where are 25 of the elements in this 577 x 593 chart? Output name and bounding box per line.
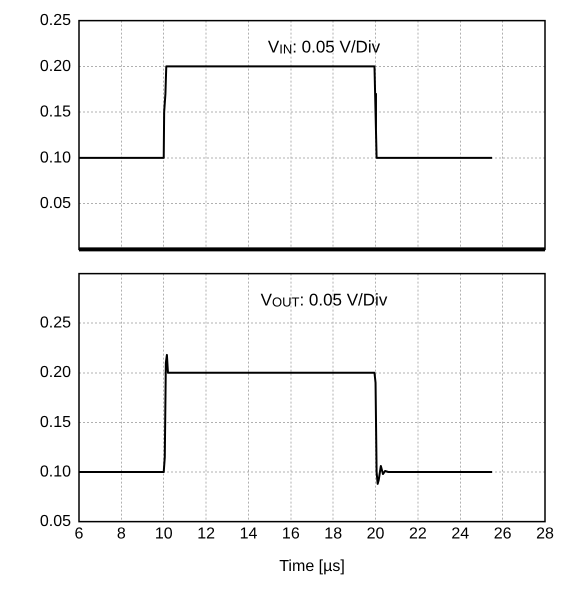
annotation: VOUT: 0.05 V/Div xyxy=(260,290,388,310)
y-tick-label: 0.15 xyxy=(40,104,72,121)
x-tick-label: 12 xyxy=(197,526,216,543)
x-tick-label: 24 xyxy=(451,526,470,543)
y-tick-label: 0.20 xyxy=(40,58,72,75)
x-tick-label: 14 xyxy=(240,526,258,543)
x-tick-label: 26 xyxy=(494,526,512,543)
x-tick-label: 28 xyxy=(536,526,554,543)
annotation: VIN: 0.05 V/Div xyxy=(268,38,381,57)
x-tick-label: 10 xyxy=(154,526,173,543)
y-tick-label: 0.10 xyxy=(40,149,72,166)
x-tick-label: 20 xyxy=(366,526,385,543)
y-tick-label: 0.20 xyxy=(40,364,72,382)
x-tick-label: 16 xyxy=(282,526,300,543)
y-tick-label: 0.10 xyxy=(40,463,72,480)
y-tick-label: 0.05 xyxy=(40,513,72,530)
x-tick-label: 18 xyxy=(324,526,342,543)
y-tick-label: 0.15 xyxy=(40,414,72,431)
y-tick-label: 0.25 xyxy=(40,314,72,332)
x-tick-label: 8 xyxy=(116,526,126,543)
x-axis-title: Time [µs] xyxy=(279,558,345,575)
y-tick-label: 0.25 xyxy=(40,12,72,30)
y-tick-label: 0.05 xyxy=(40,195,72,212)
x-tick-label: 22 xyxy=(409,526,427,543)
x-tick-label: 6 xyxy=(74,526,84,543)
